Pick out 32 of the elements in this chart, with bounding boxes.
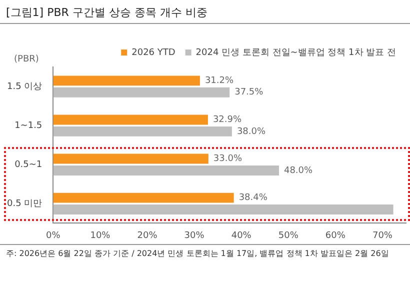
y-tick-label: 1.5 이상 <box>6 82 42 92</box>
legend-label: 2024 민생 토론회 전일~밸류업 정책 1차 발표 전 <box>196 48 396 58</box>
data-label: 37.5% <box>234 88 264 98</box>
x-tick-label: 60% <box>325 230 346 241</box>
x-tick-label: 50% <box>278 230 299 241</box>
y-tick-label: 1~1.5 <box>14 120 42 131</box>
data-label: 48.0% <box>284 166 314 176</box>
data-label: 31.2% <box>204 76 234 86</box>
x-tick-label: 40% <box>231 230 252 241</box>
y-tick-label: 0.5 미만 <box>6 199 42 210</box>
x-tick-label: 70% <box>372 230 393 241</box>
bar <box>53 87 230 98</box>
bar <box>53 166 279 176</box>
bar <box>53 126 232 136</box>
data-label: 38.0% <box>236 126 266 137</box>
x-tick-label: 10% <box>90 230 111 241</box>
data-label: 33.0% <box>213 154 242 164</box>
bar <box>53 154 208 164</box>
data-label: 38.4% <box>238 193 268 204</box>
x-tick-label: 30% <box>184 230 205 241</box>
chart-title: [그림1] PBR 구간별 상승 종목 개수 비중 <box>0 0 410 24</box>
y-tick-label: 0.5~1 <box>14 160 42 170</box>
bar <box>53 192 234 203</box>
legend-label: 2026 YTD <box>132 48 176 58</box>
text: 주: 2026년은 6월 22일 종가 기준 / 2024년 민생 토론회는 1월 17일, 밸류업 정책 1차 발표일은 2월 26일 <box>6 249 390 260</box>
data-label: 32.9% <box>212 115 242 126</box>
bar <box>53 204 394 215</box>
x-tick-label: 20% <box>137 230 158 241</box>
bar <box>53 76 200 86</box>
x-tick-label: 0% <box>46 230 61 241</box>
bar <box>53 114 208 125</box>
y-axis-title: (PBR) <box>14 54 39 64</box>
